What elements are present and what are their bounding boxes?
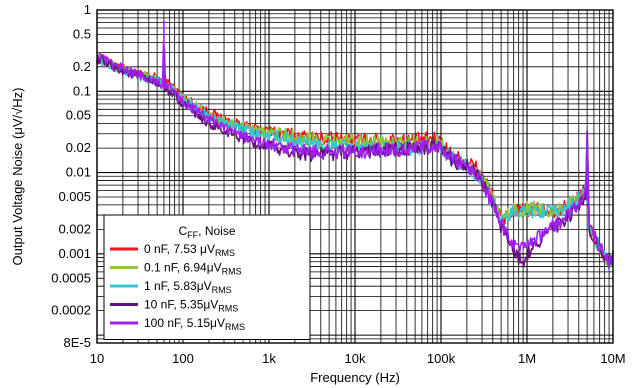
legend-box — [103, 214, 311, 340]
legend-entry-label: 1 nF, 5.83μVRMS — [144, 279, 232, 295]
x-tick-label: 100 — [172, 351, 194, 366]
y-tick-label: 0.05 — [66, 108, 91, 123]
y-tick-label: 0.1 — [73, 83, 91, 98]
y-tick-label: 0.0005 — [51, 270, 91, 285]
y-tick-label: 0.0002 — [51, 303, 91, 318]
y-tick-label: 0.5 — [73, 26, 91, 41]
y-tick-label: 0.2 — [73, 59, 91, 74]
x-tick-label: 10 — [90, 351, 104, 366]
y-axis-ticks: 1 0.5 0.2 0.1 0.05 0.02 0.01 0.005 0.002 0.001 0.0… — [51, 2, 91, 350]
y-tick-label: 0.02 — [66, 140, 91, 155]
x-axis-ticks: 10 100 1k 10k 100k 1M 10M — [90, 351, 626, 366]
plot-frame — [96, 9, 614, 344]
x-tick-label: 10k — [345, 351, 366, 366]
legend-entry-label: 100 nF, 5.15μVRMS — [144, 316, 245, 332]
legend-title: CFF, Noise — [178, 224, 235, 240]
x-tick-label: 1k — [262, 351, 276, 366]
x-tick-label: 100k — [427, 351, 456, 366]
legend-entry-label: 10 nF, 5.35μVRMS — [144, 298, 238, 314]
series-layer — [96, 20, 614, 270]
y-tick-label: 8E-5 — [64, 335, 91, 350]
legend-entry-label: 0 nF, 7.53 μVRMS — [144, 242, 235, 258]
legend-entry-label: 0.1 nF, 6.94μVRMS — [144, 261, 242, 277]
y-tick-label: 1 — [84, 2, 91, 17]
y-tick-label: 0.002 — [58, 221, 91, 236]
y-tick-label: 0.001 — [58, 246, 91, 261]
x-tick-label: 10M — [600, 351, 625, 366]
x-tick-label: 1M — [518, 351, 536, 366]
y-tick-label: 0.005 — [58, 189, 91, 204]
series-line-4 — [96, 20, 614, 270]
y-axis-title: Output Voltage Noise (μV/√Hz) — [10, 88, 25, 266]
chart-legend: CFF, Noise 0 nF, 7.53 μVRMS 0.1 nF, 6.94μV… — [103, 214, 311, 340]
y-tick-label: 0.01 — [66, 165, 91, 180]
x-axis-title: Frequency (Hz) — [310, 370, 400, 385]
